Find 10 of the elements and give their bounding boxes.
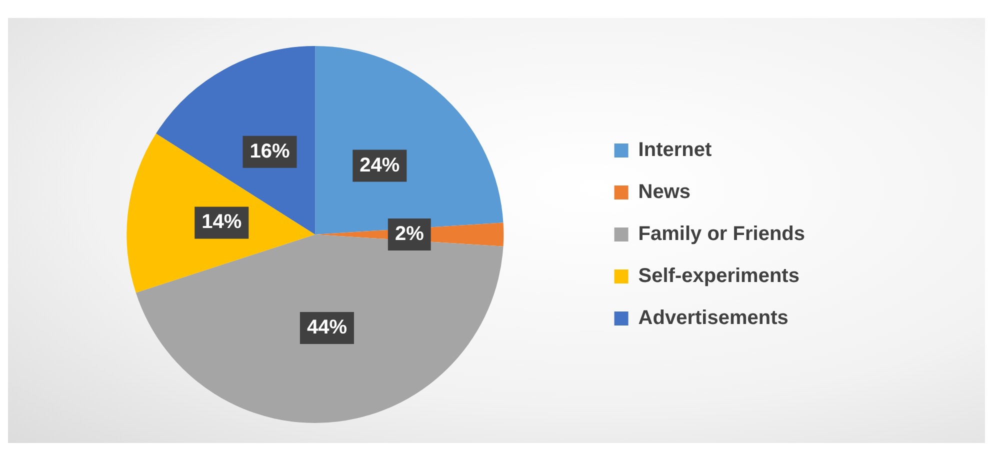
- legend-label: Self-experiments: [638, 265, 800, 288]
- legend-label: Internet: [638, 139, 712, 162]
- data-label: 44%: [306, 316, 348, 339]
- legend-label: Family or Friends: [638, 223, 806, 246]
- legend-label: Advertisements: [638, 307, 788, 330]
- data-label: 16%: [250, 140, 290, 162]
- data-label: 2%: [394, 223, 424, 246]
- data-label: 14%: [202, 211, 242, 234]
- legend-label: News: [638, 181, 691, 204]
- data-label: 24%: [360, 154, 400, 176]
